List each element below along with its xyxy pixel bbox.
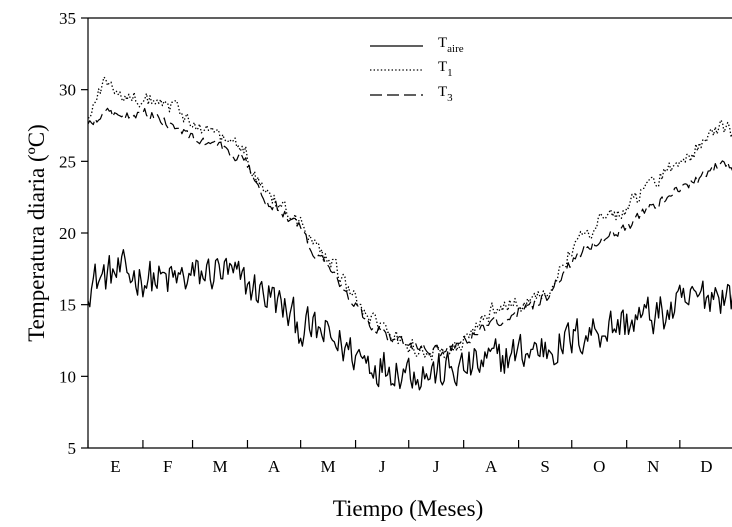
x-tick-label: J <box>433 457 440 476</box>
x-tick-label: A <box>268 457 281 476</box>
x-tick-label: O <box>593 457 605 476</box>
legend-label-t-aire: Taire <box>438 35 464 55</box>
legend: Taire T1 T3 <box>370 35 464 104</box>
y-tick-label: 30 <box>59 81 76 100</box>
y-axis-title: Temperatura diaria (ºC) <box>24 124 49 342</box>
legend-label-t-1: T1 <box>438 59 453 79</box>
y-tick-label: 15 <box>59 296 76 315</box>
y-ticks: 5 10 15 20 25 30 35 <box>59 9 88 458</box>
x-tick-label: S <box>540 457 549 476</box>
y-tick-label: 10 <box>59 367 76 386</box>
series-line-t-3 <box>88 107 732 357</box>
x-tick-label: F <box>163 457 172 476</box>
x-axis-title: Tiempo (Meses) <box>333 496 484 521</box>
x-tick-label: M <box>321 457 336 476</box>
x-tick-label: E <box>110 457 120 476</box>
y-tick-label: 5 <box>68 439 77 458</box>
axes <box>87 17 732 449</box>
series-layer <box>88 76 732 391</box>
x-tick-label: J <box>379 457 386 476</box>
y-tick-label: 35 <box>59 9 76 28</box>
y-tick-label: 25 <box>59 152 76 171</box>
x-tick-label: M <box>212 457 227 476</box>
x-tick-label: A <box>485 457 498 476</box>
x-tick-label: N <box>647 457 659 476</box>
series-line-t-1 <box>88 76 732 361</box>
y-tick-label: 20 <box>59 224 76 243</box>
legend-label-t-3: T3 <box>438 84 453 104</box>
x-tick-label: D <box>700 457 712 476</box>
series-line-t-aire <box>88 249 732 391</box>
